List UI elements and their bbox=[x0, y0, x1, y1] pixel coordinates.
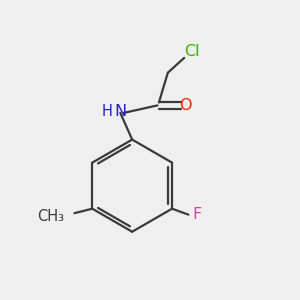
Text: CH₃: CH₃ bbox=[37, 208, 64, 224]
Text: Cl: Cl bbox=[184, 44, 200, 59]
Text: O: O bbox=[179, 98, 192, 113]
Text: F: F bbox=[192, 207, 201, 222]
Text: H: H bbox=[102, 104, 113, 119]
Text: N: N bbox=[114, 104, 126, 119]
